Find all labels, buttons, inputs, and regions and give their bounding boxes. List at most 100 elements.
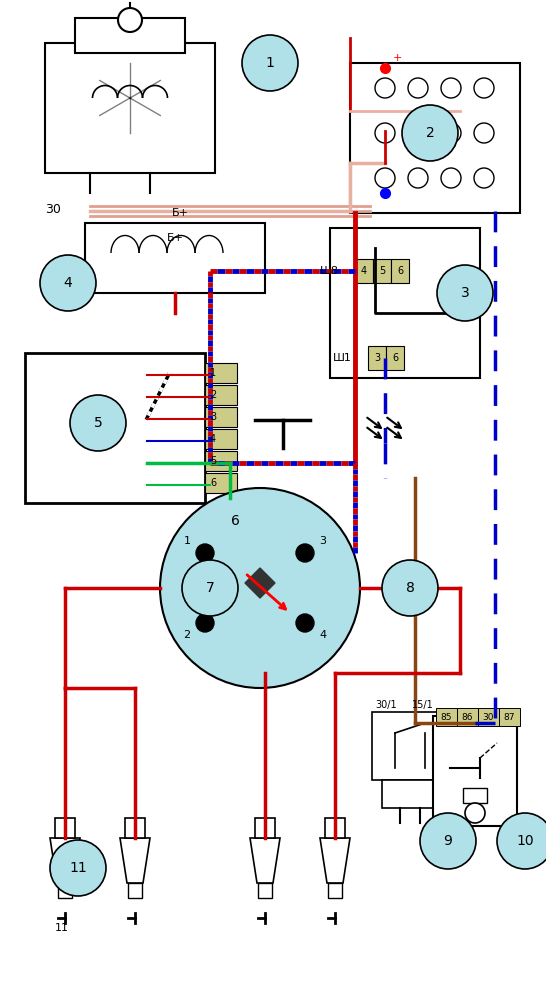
Text: 5: 5: [379, 266, 385, 276]
Bar: [478, 708, 499, 726]
Circle shape: [375, 123, 395, 143]
Bar: [85, 223, 265, 293]
Circle shape: [196, 614, 214, 632]
Bar: [205, 473, 237, 493]
Bar: [205, 363, 237, 383]
Bar: [373, 259, 391, 283]
Bar: [325, 818, 345, 838]
Text: 4: 4: [319, 630, 327, 640]
Text: 87: 87: [503, 713, 515, 722]
Text: +: +: [393, 53, 402, 63]
Circle shape: [50, 840, 106, 896]
Text: АКБ: АКБ: [422, 135, 458, 151]
Bar: [205, 407, 237, 427]
Text: 6: 6: [230, 514, 240, 528]
Circle shape: [296, 614, 314, 632]
Text: 2: 2: [210, 390, 216, 400]
Text: 8: 8: [406, 581, 414, 595]
Bar: [463, 788, 487, 803]
Text: 30/1: 30/1: [375, 700, 396, 710]
Bar: [382, 780, 438, 808]
Circle shape: [497, 813, 546, 869]
Bar: [45, 43, 215, 173]
Circle shape: [408, 168, 428, 188]
Bar: [58, 883, 72, 898]
Circle shape: [70, 395, 126, 451]
Circle shape: [402, 105, 458, 161]
Circle shape: [296, 544, 314, 562]
Text: 2: 2: [426, 126, 435, 140]
Bar: [350, 63, 520, 213]
Bar: [386, 346, 404, 370]
Circle shape: [160, 488, 360, 688]
Circle shape: [375, 168, 395, 188]
Bar: [258, 883, 272, 898]
Text: 30: 30: [482, 713, 494, 722]
Bar: [330, 228, 480, 378]
Text: 3: 3: [461, 286, 470, 300]
Text: 1: 1: [210, 368, 216, 378]
Circle shape: [382, 560, 438, 616]
Circle shape: [375, 78, 395, 98]
Bar: [55, 818, 75, 838]
Text: 6: 6: [210, 478, 216, 488]
Bar: [433, 716, 517, 826]
Circle shape: [474, 168, 494, 188]
Bar: [125, 818, 145, 838]
Circle shape: [196, 544, 214, 562]
Text: 9: 9: [443, 834, 453, 848]
Text: 1: 1: [265, 56, 275, 70]
Text: 86: 86: [461, 713, 473, 722]
Text: 11: 11: [69, 861, 87, 875]
Text: 85: 85: [440, 713, 452, 722]
Bar: [205, 385, 237, 405]
Bar: [328, 883, 342, 898]
Text: 5: 5: [93, 416, 103, 430]
Text: 4: 4: [361, 266, 367, 276]
Circle shape: [474, 78, 494, 98]
Bar: [457, 708, 478, 726]
Circle shape: [408, 78, 428, 98]
Text: Ш8: Ш8: [320, 266, 339, 276]
Polygon shape: [250, 838, 280, 883]
Text: 6: 6: [392, 353, 398, 363]
Bar: [391, 259, 409, 283]
Circle shape: [242, 35, 298, 91]
Bar: [75, 18, 185, 53]
Circle shape: [420, 813, 476, 869]
Text: 5: 5: [210, 456, 216, 466]
Text: 10: 10: [516, 834, 534, 848]
Text: 30: 30: [45, 203, 61, 216]
Text: 2: 2: [183, 630, 191, 640]
Bar: [368, 346, 386, 370]
Text: 8: 8: [406, 581, 414, 595]
Bar: [436, 708, 457, 726]
Polygon shape: [245, 568, 275, 598]
Bar: [205, 429, 237, 449]
Circle shape: [40, 255, 96, 311]
Circle shape: [213, 499, 257, 543]
Text: 6: 6: [397, 266, 403, 276]
Text: 15/1: 15/1: [412, 700, 434, 710]
Text: 3: 3: [210, 412, 216, 422]
Circle shape: [437, 265, 493, 321]
Circle shape: [441, 168, 461, 188]
Text: 11: 11: [55, 923, 69, 933]
Circle shape: [182, 560, 238, 616]
Circle shape: [465, 803, 485, 823]
Text: 1: 1: [183, 536, 191, 546]
Bar: [355, 259, 373, 283]
Text: Б+: Б+: [171, 208, 188, 218]
Circle shape: [408, 123, 428, 143]
Text: 3: 3: [319, 536, 327, 546]
Text: Б+: Б+: [167, 233, 183, 243]
Text: 3: 3: [374, 353, 380, 363]
Bar: [128, 883, 142, 898]
Polygon shape: [50, 838, 80, 883]
Bar: [255, 818, 275, 838]
Circle shape: [474, 123, 494, 143]
Text: 7: 7: [206, 581, 215, 595]
Bar: [25, 353, 205, 503]
Circle shape: [388, 566, 432, 610]
Circle shape: [441, 123, 461, 143]
